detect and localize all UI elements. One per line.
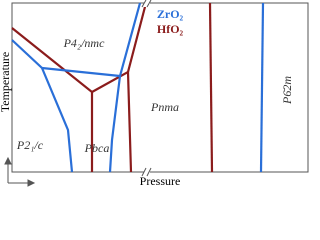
zro2-boundary [259,2,265,173]
zro2-boundary [11,39,74,173]
phase-label: Pnma [150,100,179,114]
y-axis-label: Temperature [0,52,12,112]
legend-zro2: ZrO₂ [157,7,184,21]
axis-break [141,0,152,177]
axis-arrows [4,156,36,187]
legend-hfo2: HfO₂ [157,22,184,36]
hfo2-boundary [126,2,148,73]
phase-diagram: ZrO₂ HfO₂ P4₂/nmc P2₁/c Pbca Pnma P6̄2m … [0,0,309,188]
zro2-boundary [118,2,142,77]
phase-label: P4₂/nmc [63,36,106,50]
phase-label: P6̄2m [280,76,294,105]
zro2-boundary [41,66,122,173]
x-axis-label: Pressure [140,174,181,188]
frame [11,2,309,173]
phase-label: Pbca [84,141,110,155]
hfo2-boundary [208,2,214,173]
phase-label: P2₁/c [16,138,44,152]
